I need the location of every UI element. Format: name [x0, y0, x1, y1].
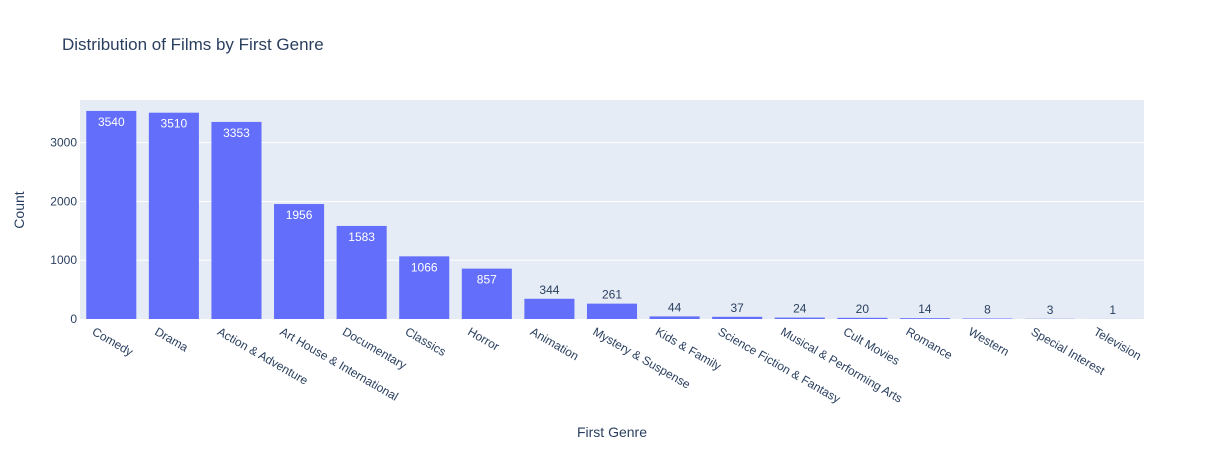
bar-value-label: 344	[539, 283, 559, 297]
bar	[712, 316, 763, 319]
x-tick-label: Art House & International	[278, 324, 401, 403]
y-tick-label: 0	[70, 312, 77, 326]
bar-value-label: 1	[1109, 303, 1116, 317]
bar-value-label: 1956	[286, 208, 313, 222]
bars	[86, 110, 1138, 320]
bar-value-label: 261	[602, 288, 622, 302]
bar-value-label: 3540	[98, 115, 125, 129]
y-axis-title: Count	[11, 191, 27, 228]
y-tick-label: 1000	[50, 253, 77, 267]
y-tick-label: 2000	[50, 194, 77, 208]
bar-value-label: 8	[984, 303, 991, 317]
x-tick-label: Classics	[403, 324, 449, 358]
bar	[211, 121, 262, 319]
x-tick-label: Drama	[152, 324, 190, 354]
bar-value-label: 3353	[223, 126, 250, 140]
bar-value-label: 857	[477, 273, 497, 287]
bar-value-label: 37	[730, 301, 744, 315]
bar	[148, 112, 199, 320]
bar	[649, 316, 700, 319]
x-axis-title: First Genre	[577, 424, 647, 440]
x-tick-label: Comedy	[90, 324, 136, 358]
bar	[899, 318, 950, 319]
x-tick-label: Animation	[528, 324, 581, 363]
bar-value-label: 3	[1047, 303, 1054, 317]
bar-value-label: 1583	[348, 230, 375, 244]
chart-title: Distribution of Films by First Genre	[62, 35, 324, 54]
bar-value-label: 24	[793, 302, 807, 316]
bar	[274, 204, 325, 319]
x-tick-label: Horror	[465, 324, 501, 353]
y-tick-label: 3000	[50, 136, 77, 150]
bar	[837, 317, 888, 319]
bar-value-label: 1066	[411, 260, 438, 274]
bar-value-label: 44	[668, 300, 682, 314]
bar	[524, 298, 575, 319]
bar	[399, 256, 450, 319]
bar-value-label: 20	[856, 302, 870, 316]
y-tick-labels: 0 1000 2000 3000	[50, 136, 77, 326]
bar-value-label: 14	[918, 302, 932, 316]
bar-value-labels: 3540 3510 3353 1956 1583 1066 857 344 261 44 37 24 2…	[98, 115, 1116, 317]
x-tick-label: Television	[1091, 324, 1144, 362]
bar	[336, 225, 387, 319]
bar	[586, 303, 638, 319]
x-tick-label: Western	[966, 324, 1012, 358]
bar	[86, 110, 137, 319]
bar-value-label: 3510	[161, 117, 188, 131]
bar	[774, 317, 825, 319]
x-tick-label: Romance	[903, 324, 955, 362]
bar	[461, 268, 512, 319]
